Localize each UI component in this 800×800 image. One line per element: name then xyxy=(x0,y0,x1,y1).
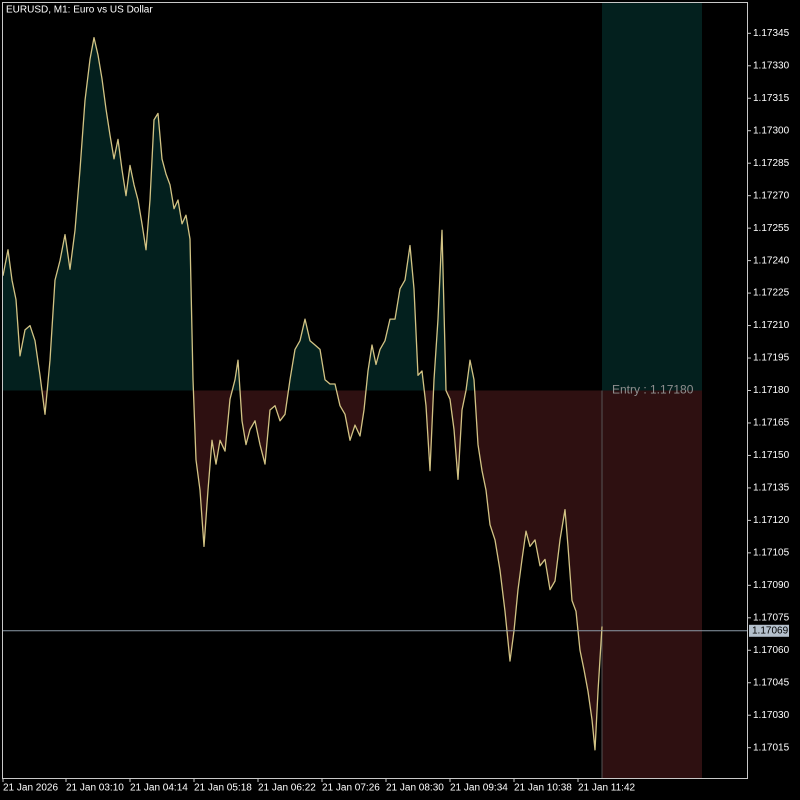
y-tick-label: 1.17165 xyxy=(753,418,790,429)
x-tick-label: 21 Jan 11:42 xyxy=(578,783,636,794)
entry-label: Entry : 1.17180 xyxy=(612,383,694,397)
y-tick-label: 1.17285 xyxy=(753,158,790,169)
y-tick-label: 1.17075 xyxy=(753,612,790,623)
x-tick-label: 21 Jan 03:10 xyxy=(66,783,124,794)
x-tick-label: 21 Jan 09:34 xyxy=(450,783,508,794)
y-tick-label: 1.17270 xyxy=(753,190,790,201)
y-tick-label: 1.17240 xyxy=(753,255,790,266)
y-tick-label: 1.17120 xyxy=(753,515,790,526)
y-tick-label: 1.17195 xyxy=(753,353,790,364)
current-price-label: 1.17069 xyxy=(752,625,789,636)
y-tick-label: 1.17015 xyxy=(753,742,790,753)
y-tick-label: 1.17045 xyxy=(753,677,790,688)
y-tick-label: 1.17030 xyxy=(753,710,790,721)
y-tick-label: 1.17345 xyxy=(753,28,790,39)
y-tick-label: 1.17150 xyxy=(753,450,790,461)
y-tick-label: 1.17090 xyxy=(753,580,790,591)
x-tick-label: 21 Jan 10:38 xyxy=(514,783,572,794)
y-tick-label: 1.17300 xyxy=(753,125,790,136)
y-tick-label: 1.17315 xyxy=(753,93,790,104)
y-tick-label: 1.17060 xyxy=(753,645,790,656)
x-tick-label: 21 Jan 06:22 xyxy=(258,783,316,794)
area-below-entry xyxy=(3,390,602,750)
y-tick-label: 1.17135 xyxy=(753,483,790,494)
price-line xyxy=(2,36,603,751)
x-tick-label: 21 Jan 08:30 xyxy=(386,783,444,794)
y-tick-label: 1.17225 xyxy=(753,288,790,299)
x-tick-label: 21 Jan 2026 xyxy=(3,783,58,794)
x-tick-label: 21 Jan 05:18 xyxy=(194,783,252,794)
area-above-entry xyxy=(3,37,602,391)
take-profit-zone xyxy=(602,3,702,391)
y-tick-label: 1.17105 xyxy=(753,548,790,559)
chart-title: EURUSD, M1: Euro vs US Dollar xyxy=(6,5,153,16)
y-tick-label: 1.17210 xyxy=(753,320,790,331)
current-price-badge xyxy=(749,624,789,637)
stop-loss-zone xyxy=(602,390,702,778)
y-tick-label: 1.17330 xyxy=(753,60,790,71)
y-tick-label: 1.17255 xyxy=(753,223,790,234)
x-tick-label: 21 Jan 04:14 xyxy=(130,783,188,794)
y-tick-label: 1.17180 xyxy=(753,385,790,396)
x-tick-label: 21 Jan 07:26 xyxy=(322,783,380,794)
